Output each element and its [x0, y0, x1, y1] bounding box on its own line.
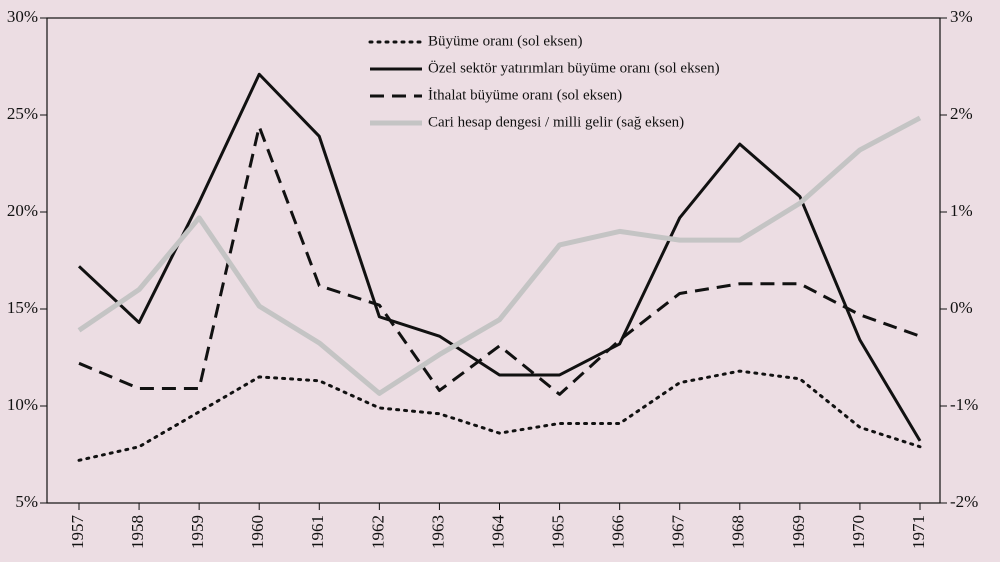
x-tick-label: 1967	[669, 515, 688, 550]
x-tick-label: 1970	[849, 515, 868, 549]
series-line	[77, 72, 922, 442]
y2-tick-label: 1%	[950, 201, 973, 220]
series-line	[77, 369, 922, 462]
y2-tick-label: 3%	[950, 7, 973, 26]
y2-tick-label: -2%	[950, 492, 978, 511]
x-tick-label: 1957	[68, 515, 87, 550]
x-tick-label: 1969	[789, 515, 808, 549]
x-tick-label: 1964	[488, 515, 507, 550]
y-tick-label: 20%	[7, 201, 38, 220]
x-tick-label: 1971	[909, 515, 928, 549]
x-tick-label: 1962	[368, 515, 387, 549]
series-line	[77, 115, 922, 396]
x-tick-label: 1960	[248, 515, 267, 549]
x-tick-label: 1966	[609, 515, 628, 549]
y-tick-label: 10%	[7, 395, 38, 414]
legend-label: Büyüme oranı (sol eksen)	[428, 33, 583, 49]
x-tick-label: 1968	[729, 515, 748, 549]
x-tick-label: 1961	[308, 515, 327, 549]
legend-label: İthalat büyüme oranı (sol eksen)	[428, 87, 622, 103]
x-tick-label: 1959	[188, 515, 207, 549]
y-tick-label: 30%	[7, 7, 38, 26]
legend-label: Cari hesap dengesi / milli gelir (sağ ek…	[428, 114, 684, 130]
y-tick-label: 25%	[7, 104, 38, 123]
plot-frame	[46, 17, 941, 504]
y2-tick-label: -1%	[950, 395, 978, 414]
legend: Büyüme oranı (sol eksen) Özel sektör yatı…	[368, 33, 720, 130]
y2-tick-label: 2%	[950, 104, 973, 123]
y-tick-label: 15%	[7, 298, 38, 317]
x-tick-label: 1958	[128, 515, 147, 549]
legend-label: Özel sektör yatırımları büyüme oranı (so…	[428, 59, 720, 76]
x-tick-label: 1965	[548, 515, 567, 549]
series-line	[78, 125, 921, 396]
x-tick-label: 1963	[428, 515, 447, 549]
y-tick-label: 5%	[15, 492, 38, 511]
y2-tick-label: 0%	[950, 298, 973, 317]
